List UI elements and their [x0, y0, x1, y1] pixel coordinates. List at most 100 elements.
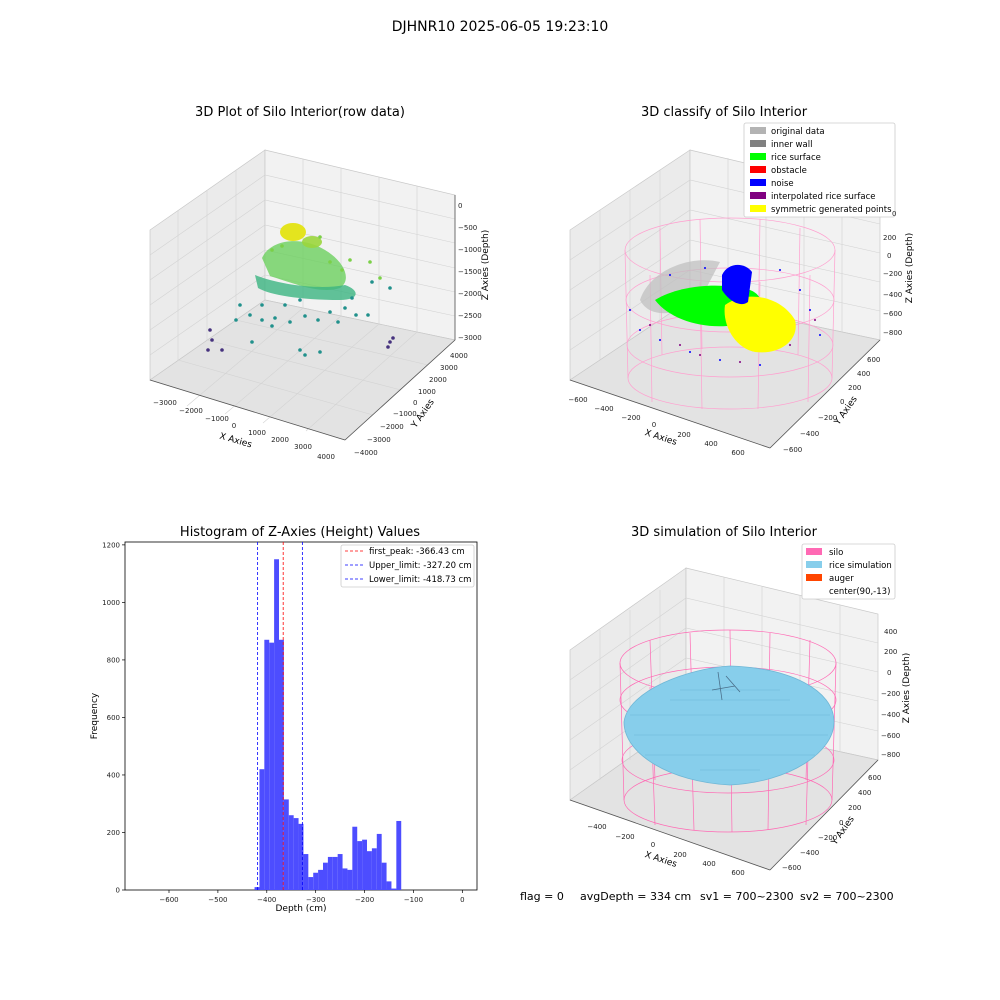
hist-bar: [269, 642, 275, 890]
sim-y-tick: −200: [818, 834, 837, 842]
hist-y-ticks: 0 200 400 600 800 1000 1200: [102, 541, 125, 895]
hist-bar: [337, 854, 343, 890]
panel-histogram: Histogram of Z-Axies (Height) Values −60…: [90, 525, 478, 914]
class-noise-blue: [722, 264, 752, 305]
sim-y-tick: −600: [782, 864, 801, 872]
hist-bar: [293, 818, 299, 890]
sim-z-tick: −400: [881, 711, 900, 719]
hist-bar: [313, 872, 319, 890]
hist-y-tick-label: 400: [107, 771, 120, 779]
sim-legend-label-rice: rice simulation: [829, 561, 892, 571]
legend-label-inner-wall: inner wall: [771, 140, 812, 150]
hist-bar: [283, 799, 289, 890]
legend-label-original-data: original data: [771, 127, 825, 137]
sim-y-ticks: −600 −400 −200 0 200 400 600: [782, 774, 881, 872]
hist-bar: [352, 826, 358, 890]
classify-x-tick: −600: [568, 396, 587, 404]
sim-y-tick: 400: [858, 789, 871, 797]
hist-bar: [279, 639, 284, 890]
panel-simulation: 3D simulation of Silo Interior: [569, 525, 912, 877]
hist-x-tick-label: −200: [355, 896, 374, 904]
legend-label-obstacle: obstacle: [771, 166, 807, 176]
hist-bar: [303, 854, 309, 890]
sim-rice-surface: [623, 665, 835, 786]
classify-y-axis-line: [769, 339, 881, 449]
legend-label-symmetric: symmetric generated points: [771, 205, 892, 215]
sim-z-tick: 0: [887, 669, 891, 677]
sim-x-tick: −400: [587, 823, 606, 831]
raw-y-tick: −1000: [393, 410, 417, 418]
classify-y-tick: −400: [800, 430, 819, 438]
classify-legend: original data inner wall rice surface ob…: [743, 122, 896, 218]
classify-title: 3D classify of Silo Interior: [641, 105, 808, 120]
sim-legend-swatch-auger: [806, 574, 822, 581]
legend-swatch-original-data: [750, 127, 766, 134]
raw-x-tick: −1000: [205, 415, 229, 423]
hist-bar: [288, 815, 294, 890]
sim-z-label: Z Axies (Depth): [902, 653, 912, 724]
hist-bar: [318, 869, 323, 890]
legend-swatch-inner-wall: [750, 140, 766, 147]
raw-z-tick: 0: [458, 202, 462, 210]
sim-legend-swatch-rice: [806, 561, 822, 568]
hist-bar: [396, 820, 402, 890]
sim-legend-label-center: center(90,-13): [829, 587, 890, 597]
classify-z-tick: −600: [883, 310, 902, 318]
legend-swatch-obstacle: [750, 166, 766, 173]
legend-label-rice-surface: rice surface: [771, 153, 821, 163]
classify-y-tick: 600: [867, 356, 880, 364]
classify-x-label: X Axies: [643, 428, 678, 448]
legend-swatch-symmetric: [750, 205, 766, 212]
hist-bar: [332, 856, 338, 890]
hist-threshold-lines: [257, 542, 303, 890]
classify-z-tick: −800: [883, 329, 902, 337]
sim-rice-body: [623, 665, 835, 786]
classify-y-tick: 200: [848, 384, 861, 392]
hist-bar: [274, 559, 279, 890]
hist-bar: [376, 833, 382, 890]
hist-x-tick-label: −500: [208, 896, 227, 904]
class-purple-dots: [649, 319, 816, 363]
sim-y-tick: 200: [848, 804, 861, 812]
hist-bar: [362, 839, 367, 890]
raw-x-tick: 0: [232, 422, 236, 430]
hist-bar: [347, 869, 353, 890]
raw-scatter: [206, 223, 395, 357]
sim-y-tick: 600: [868, 774, 881, 782]
classify-z-label: Z Axies (Depth): [905, 233, 915, 304]
legend-label-interpolated: interpolated rice surface: [771, 192, 876, 202]
classify-y-ticks: −600 −400 −200 0 200 400 600: [783, 356, 880, 454]
sim-legend-label-auger: auger: [829, 574, 854, 584]
raw-title: 3D Plot of Silo Interior(row data): [195, 105, 405, 120]
hist-bar: [259, 769, 265, 890]
hist-bar: [298, 823, 304, 890]
status-sv1: sv1 = 700~2300: [700, 890, 794, 903]
raw-y-tick: 3000: [440, 364, 458, 372]
hist-bar: [381, 862, 387, 890]
raw-z-tick: −2000: [458, 290, 482, 298]
sim-z-tick: −600: [881, 732, 900, 740]
hist-x-tick-label: −100: [404, 896, 423, 904]
raw-z-tick: −1000: [458, 246, 482, 254]
hist-bar: [391, 888, 397, 890]
raw-x-tick: 4000: [317, 453, 335, 461]
raw-x-tick: 2000: [271, 436, 289, 444]
raw-y-tick: −2000: [380, 423, 404, 431]
raw-x-tick: −2000: [179, 407, 203, 415]
sim-y-tick: −400: [800, 849, 819, 857]
status-avg-depth: avgDepth = 334 cm: [580, 890, 691, 903]
raw-y-axis-line: [344, 339, 456, 441]
sim-rice-texture: [630, 689, 830, 771]
raw-x-ticks: −3000 −2000 −1000 0 1000 2000 3000 4000: [153, 399, 335, 461]
raw-y-ticks: −4000 −3000 −2000 −1000 0 1000 2000 3000…: [354, 352, 468, 457]
raw-x-tick: 1000: [248, 429, 266, 437]
raw-scatter-points: [234, 280, 392, 357]
panel-raw-data: 3D Plot of Silo Interior(row data): [149, 105, 491, 461]
hist-x-tick-label: −600: [159, 896, 178, 904]
hist-x-label: Depth (cm): [275, 904, 326, 914]
raw-peak-yellow: [280, 223, 306, 241]
hist-bar: [327, 856, 333, 890]
status-line: flag = 0 avgDepth = 334 cm sv1 = 700~230…: [520, 890, 894, 903]
raw-surface-band-teal: [255, 275, 356, 300]
